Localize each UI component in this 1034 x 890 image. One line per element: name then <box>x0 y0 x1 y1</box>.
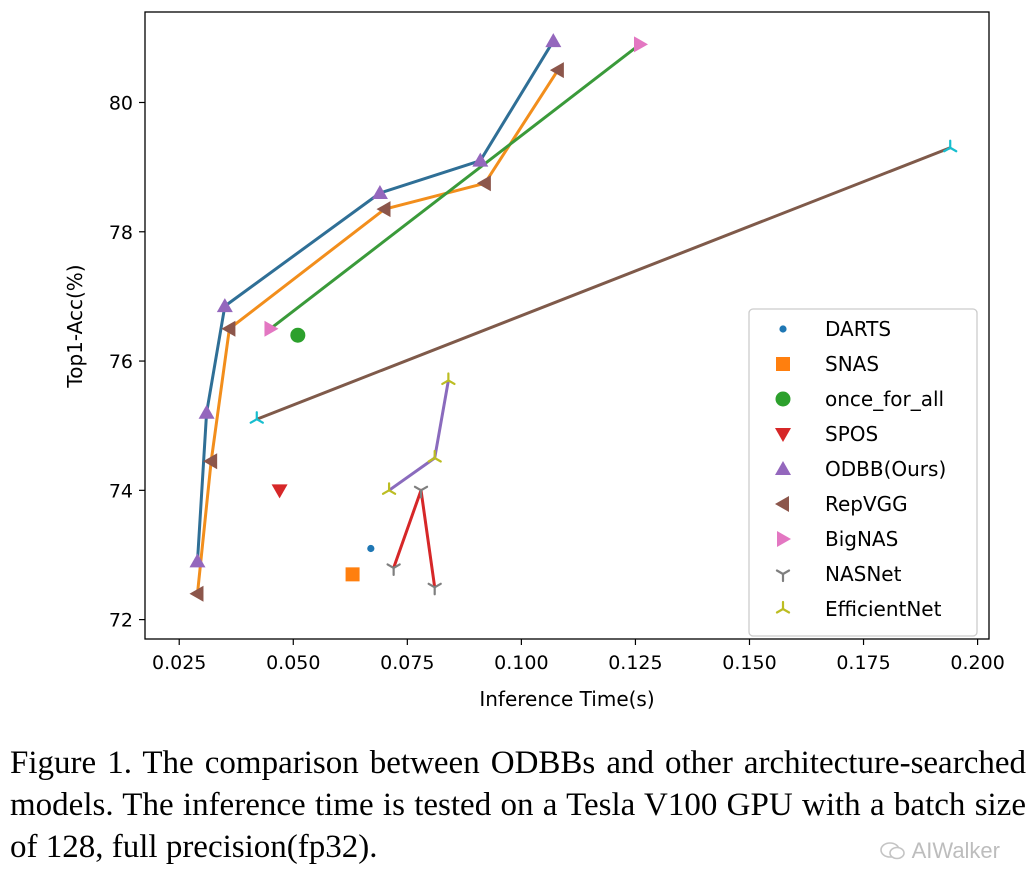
series-line-0 <box>195 40 555 562</box>
chat-bubble-icon <box>879 841 906 861</box>
chart-svg: 0.025 0.050 0.075 0.100 0.125 0.150 0.175 0.200… <box>63 11 1005 711</box>
data-point-odbb-ours- <box>472 152 489 167</box>
y-tick-label: 72 <box>109 610 133 632</box>
legend-item: DARTS <box>779 317 891 341</box>
data-point-odbb-ours- <box>545 33 562 48</box>
data-point-efficientnet <box>441 372 456 386</box>
data-point-odbb-ours- <box>189 553 206 568</box>
series-markers <box>189 33 958 602</box>
data-point-odbb-ours- <box>371 184 388 199</box>
data-point-repvgg <box>476 175 491 192</box>
legend-marker <box>776 357 790 371</box>
x-axis-ticks: 0.025 0.050 0.075 0.100 0.125 0.150 0.175 0.200 <box>152 639 1005 674</box>
legend-label: ODBB(Ours) <box>825 457 946 481</box>
x-tick-label: 0.100 <box>494 652 548 674</box>
data-point-nasnet <box>427 582 442 596</box>
legend-item: once_for_all <box>775 387 944 411</box>
data-point-repvgg <box>549 62 564 79</box>
x-tick-label: 0.075 <box>380 652 434 674</box>
legend-label: NASNet <box>825 562 902 586</box>
plot-frame <box>144 11 990 640</box>
data-point-repvgg <box>376 201 391 218</box>
legend-label: BigNAS <box>825 527 898 551</box>
series-lines <box>195 40 951 594</box>
legend-marker <box>775 600 791 614</box>
legend-item: NASNet <box>775 562 902 586</box>
y-axis-title: Top1-Acc(%) <box>63 264 87 388</box>
data-point-spos <box>271 484 288 499</box>
legend-item: BigNAS <box>777 527 898 551</box>
data-point-odbb-ours- <box>216 298 233 313</box>
data-point-efficientnet <box>381 482 397 495</box>
data-point-snas <box>345 567 360 582</box>
legend-box <box>748 308 978 637</box>
legend-marker <box>779 325 787 333</box>
x-tick-label: 0.025 <box>152 652 206 674</box>
legend-item: EfficientNet <box>775 597 942 621</box>
legend-marker <box>775 461 791 475</box>
data-point-efficientnet <box>427 449 442 463</box>
figure-caption: Figure 1. The comparison between ODBBs a… <box>10 742 1026 868</box>
y-tick-label: 78 <box>109 222 133 244</box>
data-point-extra <box>943 139 958 153</box>
data-point-extra <box>249 411 264 424</box>
caption-text: Figure 1. The comparison between ODBBs a… <box>10 745 1026 865</box>
data-point-once-for-all <box>290 327 306 343</box>
legend-item: RepVGG <box>775 492 908 516</box>
legend-marker <box>777 531 791 547</box>
legend-label: SNAS <box>825 352 879 376</box>
y-axis-ticks: 72 74 76 78 80 <box>109 92 145 632</box>
legend: DARTS SNAS once_for_all SPOS ODBB(Ours) RepVG… <box>748 308 978 637</box>
legend-item: SPOS <box>775 422 878 446</box>
watermark-text: AIWalker <box>911 838 1000 863</box>
legend-marker <box>775 428 791 442</box>
x-axis-title: Inference Time(s) <box>479 687 654 711</box>
legend-label: RepVGG <box>825 492 908 516</box>
y-tick-label: 74 <box>109 480 133 502</box>
legend-marker <box>775 569 791 583</box>
data-point-odbb-ours- <box>198 404 215 419</box>
watermark: AIWalker <box>879 838 1000 864</box>
legend-item: SNAS <box>776 352 879 376</box>
x-tick-label: 0.175 <box>836 652 890 674</box>
data-point-nasnet <box>386 563 401 576</box>
legend-marker <box>775 496 789 512</box>
x-tick-label: 0.125 <box>608 652 662 674</box>
x-tick-label: 0.200 <box>950 652 1004 674</box>
legend-label: SPOS <box>825 422 878 446</box>
data-point-repvgg <box>189 585 204 602</box>
y-tick-label: 76 <box>109 351 133 373</box>
series-line-2 <box>269 43 641 330</box>
legend-label: EfficientNet <box>825 597 942 621</box>
y-tick-label: 80 <box>109 92 133 114</box>
legend-label: DARTS <box>825 317 891 341</box>
data-point-bignas <box>633 36 648 53</box>
data-point-darts <box>367 544 375 553</box>
legend-item: ODBB(Ours) <box>775 457 946 481</box>
x-tick-label: 0.150 <box>722 652 776 674</box>
series-line-1 <box>195 69 560 594</box>
data-point-repvgg <box>221 320 236 337</box>
x-tick-label: 0.050 <box>266 652 320 674</box>
data-point-nasnet <box>413 485 429 499</box>
data-point-bignas <box>264 320 279 337</box>
data-point-repvgg <box>203 453 218 470</box>
legend-marker <box>775 391 791 407</box>
legend-label: once_for_all <box>825 387 944 411</box>
series-line-5 <box>256 146 951 421</box>
